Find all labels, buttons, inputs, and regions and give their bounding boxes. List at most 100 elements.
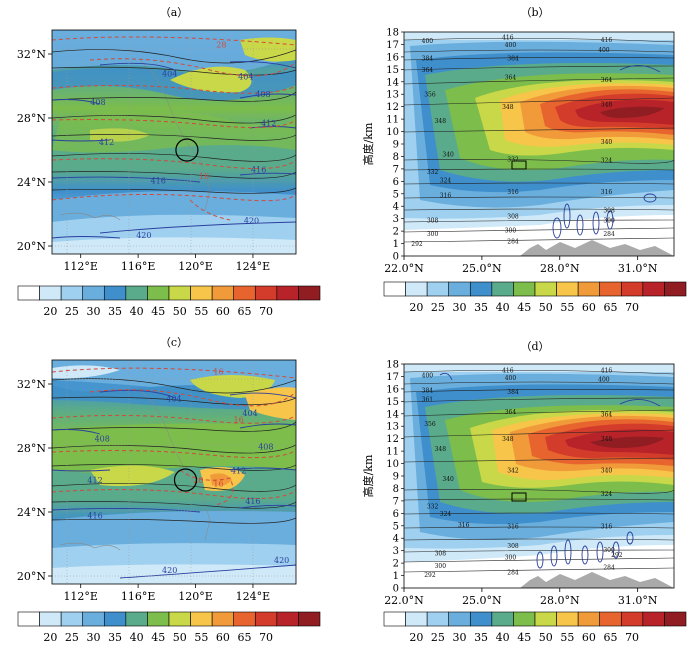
wind-contour-label: 16 — [233, 415, 243, 424]
theta-label: 300 — [505, 227, 517, 234]
colorbar-swatch — [298, 611, 321, 627]
colorbar-label: 55 — [560, 631, 574, 644]
x-tick-label: 28.0°N — [540, 594, 580, 607]
theta-label: 400 — [422, 373, 434, 380]
contour-label: 408 — [90, 98, 105, 107]
colorbar-label: 30 — [453, 631, 467, 644]
panel-c-y-ticks: 32°N 28°N 24°N 20°N — [17, 378, 52, 583]
panel-a-map: （a） — [17, 6, 297, 273]
colorbar-swatch — [254, 611, 278, 627]
x-tick-label: 25.0°N — [462, 262, 502, 275]
colorbar-label: 55 — [194, 305, 208, 318]
colorbar-label: 65 — [604, 631, 618, 644]
y-tick-label: 1 — [393, 571, 399, 582]
colorbar-swatch — [125, 285, 148, 301]
colorbar-swatch — [556, 611, 579, 627]
colorbar-swatch — [599, 281, 622, 297]
colorbar-label: 50 — [539, 301, 553, 314]
colorbar-label: 50 — [173, 631, 187, 644]
panel-a-y-ticks: 32°N 28°N 24°N 20°N — [17, 48, 52, 253]
panel-a-red-labels: 28 16 — [199, 41, 226, 181]
theta-label: 400 — [505, 42, 517, 49]
colorbar-swatch — [168, 611, 191, 627]
contour-label: 412 — [261, 119, 276, 128]
theta-label: 356 — [424, 92, 436, 99]
colorbar-swatch — [190, 285, 213, 301]
panel-c-label: （c） — [160, 336, 188, 349]
y-tick-label: 11 — [386, 115, 399, 126]
theta-label: 292 — [411, 241, 423, 248]
y-tick-label: 18 — [386, 360, 399, 371]
contour-label: 420 — [136, 231, 151, 240]
y-tick-label: 13 — [386, 422, 399, 433]
colorbar-swatch — [491, 611, 514, 627]
y-tick-label: 15 — [386, 65, 399, 76]
theta-label: 300 — [505, 554, 517, 561]
theta-label: 308 — [427, 217, 439, 224]
colorbar-label: 20 — [409, 301, 423, 314]
y-tick-label: 17 — [386, 372, 399, 383]
colorbar-swatch — [190, 611, 213, 627]
wind-contour-label: 16 — [213, 479, 223, 488]
theta-label: 324 — [601, 491, 613, 498]
theta-label: 416 — [601, 37, 613, 44]
panel-b-x-ticks: 22.0°N 25.0°N 28.0°N 31.0°N — [384, 256, 658, 275]
y-tick-label: 4 — [393, 202, 399, 213]
colorbar-label: 60 — [582, 631, 596, 644]
theta-label: 416 — [601, 368, 613, 375]
colorbar-swatch — [642, 281, 665, 297]
y-tick-label: 5 — [393, 521, 399, 532]
colorbar-panel-c: 20 25 30 35 40 45 50 55 60 65 70 — [17, 611, 321, 644]
x-tick-label: 112°E — [63, 260, 98, 273]
colorbar-panel-d: 20 25 30 35 40 45 50 55 60 65 70 — [383, 611, 687, 644]
y-tick-label: 0 — [393, 252, 399, 263]
panel-a-circle-marker — [175, 138, 199, 162]
colorbar-swatch — [426, 611, 450, 627]
colorbar-swatch — [664, 281, 687, 297]
panel-a-label: （a） — [160, 6, 189, 19]
panel-b-y-axis-label: 高度/km — [361, 122, 375, 165]
theta-label: 284 — [603, 564, 615, 571]
x-tick-label: 124°E — [236, 590, 271, 603]
colorbar-swatch — [664, 611, 687, 627]
contour-label: 416 — [245, 497, 260, 506]
theta-label: 292 — [611, 552, 623, 559]
colorbar-swatch — [469, 281, 493, 297]
colorbar-swatch — [534, 281, 557, 297]
colorbar-swatch — [577, 281, 601, 297]
theta-label: 300 — [435, 563, 447, 570]
colorbar-label: 70 — [625, 301, 639, 314]
theta-label: 284 — [507, 569, 519, 576]
colorbar-swatch — [383, 281, 406, 297]
colorbar-swatch — [103, 611, 127, 627]
colorbar-swatch — [254, 285, 278, 301]
theta-label: 324 — [440, 178, 452, 185]
colorbar-swatch — [426, 281, 450, 297]
panel-d-theta-labels: 4003843613563483403323243163083002924164… — [422, 368, 623, 579]
colorbar-label: 20 — [43, 305, 57, 318]
wind-contour-label: 16 — [213, 367, 223, 376]
panel-d-x-ticks: 22.0°N 25.0°N 28.0°N 31.0°N — [384, 588, 658, 607]
theta-label: 324 — [440, 511, 452, 518]
colorbar-label: 60 — [216, 305, 230, 318]
colorbar-swatch — [513, 281, 536, 297]
colorbar-label: 60 — [216, 631, 230, 644]
theta-label: 292 — [424, 572, 436, 579]
y-tick-label: 1 — [393, 239, 399, 250]
theta-label: 364 — [505, 74, 517, 81]
theta-label: 300 — [603, 217, 615, 224]
y-tick-label: 16 — [386, 384, 399, 395]
colorbar-label: 45 — [151, 631, 165, 644]
colorbar-label: 40 — [130, 631, 144, 644]
colorbar-label: 55 — [560, 301, 574, 314]
x-tick-label: 22.0°N — [384, 594, 424, 607]
target-circle — [173, 468, 198, 492]
panel-b-cross-section: （b） — [361, 6, 675, 275]
colorbar-swatch — [491, 281, 514, 297]
theta-label: 308 — [435, 551, 447, 558]
y-tick-label: 9 — [393, 472, 399, 483]
y-tick-label: 20°N — [17, 240, 46, 253]
colorbar-swatch — [103, 285, 127, 301]
